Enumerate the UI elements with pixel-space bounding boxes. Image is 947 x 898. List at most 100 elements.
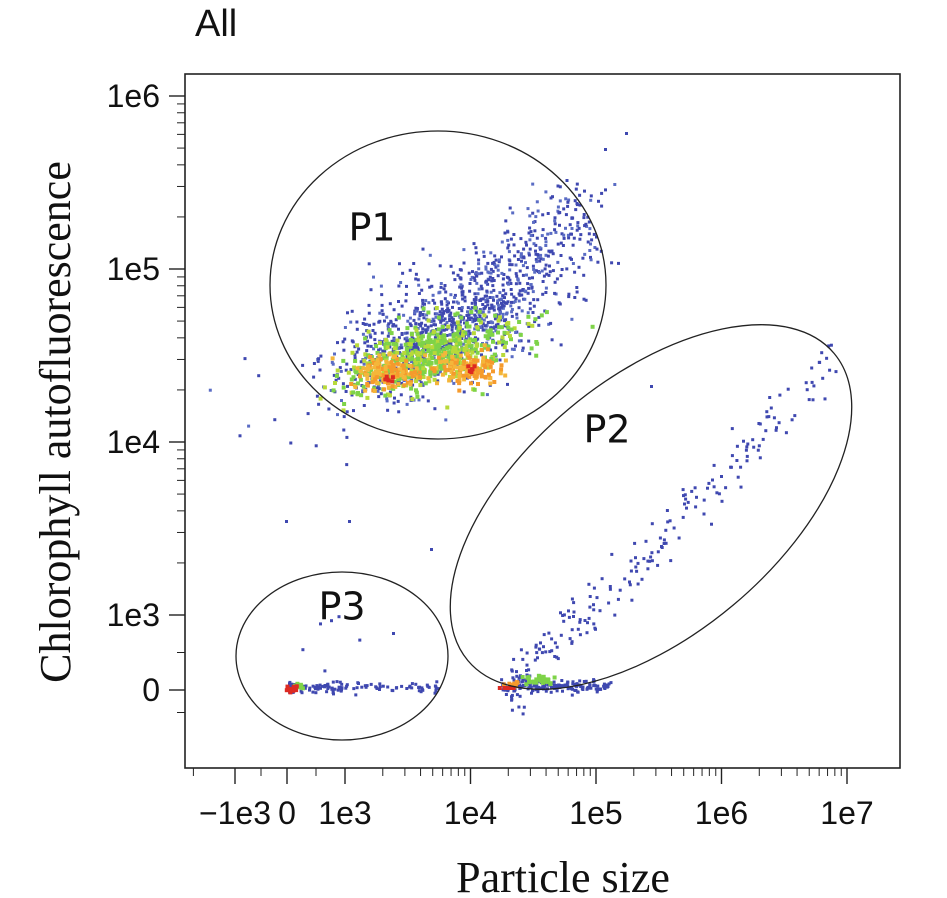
data-point — [400, 370, 405, 375]
data-point — [368, 365, 373, 370]
data-point — [406, 340, 410, 344]
data-point — [432, 371, 437, 376]
data-point — [433, 301, 437, 305]
data-point — [414, 366, 419, 371]
data-point — [468, 337, 473, 342]
data-point — [377, 348, 381, 352]
data-point — [440, 324, 445, 329]
data-point — [516, 258, 520, 261]
data-point — [491, 296, 495, 300]
data-point — [494, 325, 498, 329]
data-point — [390, 357, 395, 362]
data-point — [288, 682, 291, 686]
data-point — [344, 686, 348, 690]
data-point — [485, 341, 489, 345]
data-point — [485, 347, 490, 352]
data-point — [586, 621, 589, 625]
data-point — [496, 274, 500, 278]
data-point — [739, 485, 743, 489]
data-point — [525, 675, 530, 680]
data-point — [406, 380, 410, 385]
data-point — [534, 215, 538, 219]
data-point — [761, 437, 765, 441]
data-point — [517, 684, 521, 688]
data-point — [482, 343, 487, 348]
data-point — [465, 319, 469, 323]
data-point — [392, 401, 396, 405]
data-point — [497, 325, 502, 330]
data-point — [432, 351, 437, 356]
data-point — [765, 415, 769, 419]
data-point — [423, 381, 428, 386]
data-point — [534, 340, 539, 344]
data-point — [686, 500, 690, 504]
data-point — [345, 410, 349, 414]
data-point — [453, 321, 457, 325]
data-point — [507, 282, 511, 286]
data-point — [410, 356, 415, 361]
data-point — [414, 390, 419, 395]
data-point — [409, 351, 414, 356]
data-point — [369, 335, 373, 339]
data-point — [490, 279, 494, 283]
data-point — [311, 690, 315, 694]
data-point — [529, 234, 533, 238]
data-point — [410, 347, 414, 351]
data-point — [334, 373, 339, 378]
data-point — [417, 398, 421, 402]
data-point — [519, 237, 523, 241]
data-point — [397, 313, 401, 317]
data-point — [316, 687, 320, 691]
data-point — [834, 370, 838, 374]
data-point — [756, 448, 760, 452]
data-point — [492, 260, 496, 264]
data-point — [383, 367, 388, 372]
data-point — [355, 391, 360, 396]
data-point — [589, 255, 592, 259]
data-point — [437, 291, 441, 295]
data-point — [286, 687, 291, 692]
data-point — [435, 312, 439, 316]
data-point — [683, 493, 687, 497]
data-point — [539, 313, 544, 318]
data-point — [462, 316, 465, 320]
data-point — [372, 389, 377, 393]
data-point — [408, 380, 413, 385]
data-point — [348, 520, 351, 523]
data-point — [465, 351, 470, 356]
data-point — [480, 271, 484, 275]
data-point — [593, 626, 597, 630]
data-point — [445, 334, 449, 337]
data-point — [565, 179, 569, 182]
data-point — [578, 679, 582, 683]
data-point — [546, 254, 550, 258]
data-point — [820, 351, 824, 355]
data-point — [449, 375, 454, 380]
data-point — [536, 209, 540, 213]
data-point — [578, 237, 582, 241]
data-point — [448, 338, 453, 343]
data-point — [417, 342, 422, 347]
x-tick-label: 1e4 — [444, 795, 497, 831]
data-point — [425, 344, 430, 349]
data-point — [433, 346, 438, 351]
data-point — [381, 684, 385, 688]
data-point — [560, 268, 564, 271]
data-point — [509, 288, 513, 291]
data-point — [608, 585, 612, 588]
data-point — [460, 361, 464, 366]
data-point — [524, 679, 528, 683]
data-point — [378, 682, 382, 686]
data-point — [477, 258, 481, 262]
data-point — [426, 340, 430, 344]
data-point — [329, 389, 333, 392]
data-point — [356, 681, 360, 685]
data-point — [583, 619, 587, 622]
data-point — [394, 356, 399, 361]
data-point — [751, 438, 755, 442]
data-point — [534, 258, 538, 261]
data-point — [450, 349, 455, 354]
data-point — [440, 328, 444, 331]
data-point — [529, 685, 533, 689]
data-point — [828, 368, 832, 372]
